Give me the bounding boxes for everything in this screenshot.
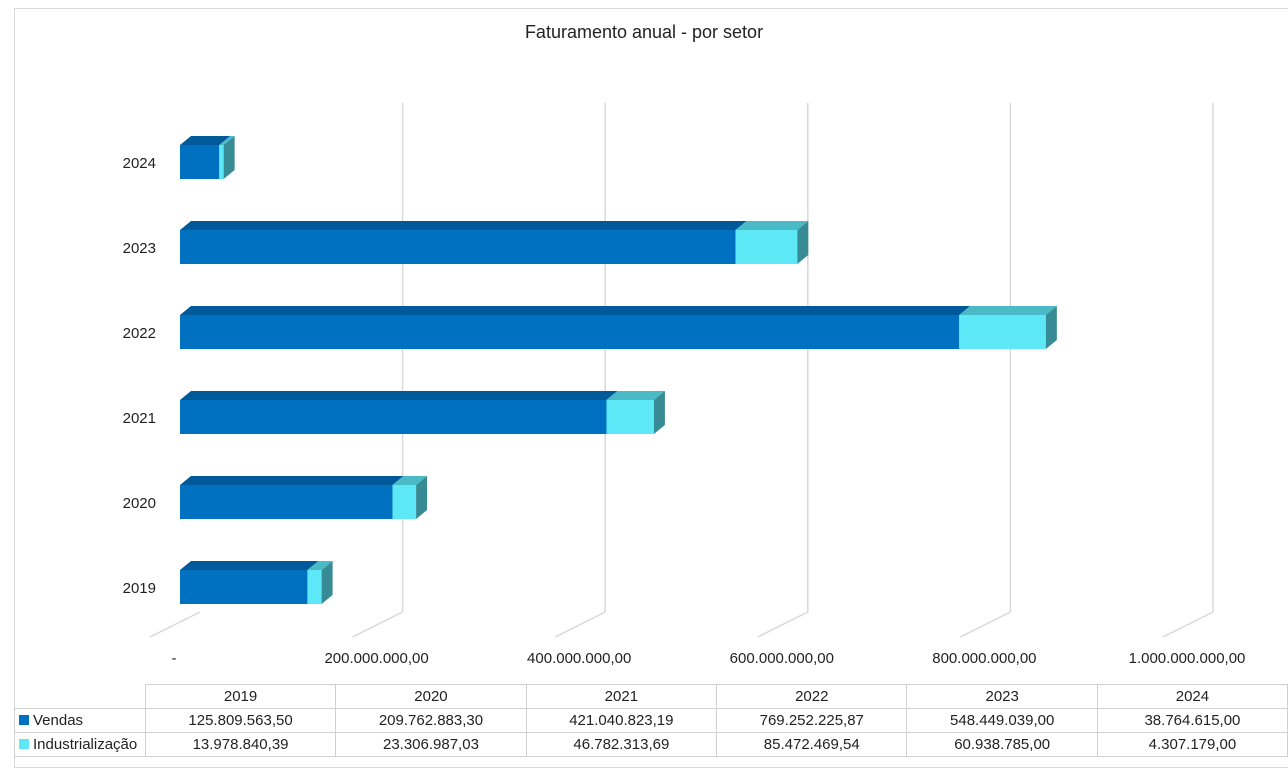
data-table: 2019 2020 2021 2022 2023 2024 Vendas 125… <box>14 684 1288 757</box>
table-cell: 60.938.785,00 <box>906 732 1098 757</box>
table-header-2019: 2019 <box>144 684 337 709</box>
bar-vendas <box>180 230 736 264</box>
bar-vendas <box>180 570 308 604</box>
x-tick-label: 200.000.000,00 <box>324 650 428 667</box>
y-tick-label: 2022 <box>123 325 156 342</box>
table-cell: 769.252.225,87 <box>716 708 908 733</box>
x-tick-label: 400.000.000,00 <box>527 650 631 667</box>
table-cell: 125.809.563,50 <box>144 708 337 733</box>
y-tick-label: 2021 <box>123 410 156 427</box>
bar-side-industrializacao <box>797 221 809 264</box>
bar-top-industrializacao <box>392 476 428 485</box>
chart-frame <box>14 8 1288 768</box>
legend-industrializacao: Industrialização <box>14 732 146 757</box>
gridline-floor <box>960 611 1011 638</box>
bar-top-vendas <box>180 391 618 400</box>
table-row-vendas: Vendas 125.809.563,50 209.762.883,30 421… <box>14 708 1288 733</box>
bar-vendas <box>180 485 393 519</box>
bar-top-industrializacao <box>606 391 665 400</box>
gridline-floor <box>149 611 201 638</box>
bar-top-vendas <box>180 306 971 315</box>
bar-industrializacao <box>735 230 798 264</box>
table-header-2020: 2020 <box>335 684 527 709</box>
bar-side-industrializacao <box>321 561 333 604</box>
legend-vendas: Vendas <box>14 708 146 733</box>
bar-chart: - 200.000.000,00 400.000.000,00 600.000.000… <box>123 103 1246 667</box>
table-header-row: 2019 2020 2021 2022 2023 2024 <box>14 684 1288 709</box>
table-cell: 4.307.179,00 <box>1096 732 1288 757</box>
y-tick-label: 2019 <box>123 580 156 597</box>
bar-side-industrializacao <box>653 391 665 434</box>
x-tick-label: 1.000.000.000,00 <box>1129 650 1246 667</box>
bar-side-industrializacao <box>1045 306 1057 349</box>
table-cell: 85.472.469,54 <box>716 732 908 757</box>
bar-vendas <box>180 315 960 349</box>
y-tick-label: 2023 <box>123 240 156 257</box>
bar-vendas <box>180 145 220 179</box>
bar-top-industrializacao <box>219 136 235 145</box>
gridline-floor <box>352 611 403 638</box>
x-tick-label: 600.000.000,00 <box>730 650 834 667</box>
bar-industrializacao <box>219 145 224 179</box>
bar-top-vendas <box>180 221 747 230</box>
bar-top-vendas <box>180 476 404 485</box>
table-cell: 13.978.840,39 <box>144 732 337 757</box>
table-corner <box>14 684 146 709</box>
table-header-2021: 2021 <box>525 684 718 709</box>
bar-top-vendas <box>180 561 319 570</box>
table-header-2024: 2024 <box>1096 684 1288 709</box>
bar-side-industrializacao <box>416 476 428 519</box>
legend-label-vendas: Vendas <box>33 712 84 729</box>
bar-vendas <box>180 400 607 434</box>
bar-industrializacao <box>392 485 417 519</box>
x-tick-label: 800.000.000,00 <box>932 650 1036 667</box>
table-row-industrializacao: Industrialização 13.978.840,39 23.306.98… <box>14 732 1288 757</box>
bar-side-industrializacao <box>223 136 235 179</box>
legend-key-vendas <box>19 715 29 726</box>
table-cell: 23.306.987,03 <box>335 732 527 757</box>
table-header-2023: 2023 <box>906 684 1098 709</box>
table-cell: 548.449.039,00 <box>906 708 1098 733</box>
table-cell: 46.782.313,69 <box>525 732 718 757</box>
x-tick-label: - <box>172 650 177 667</box>
table-cell: 209.762.883,30 <box>335 708 527 733</box>
bar-industrializacao <box>606 400 654 434</box>
gridline-floor <box>1162 611 1214 638</box>
legend-key-industrializacao <box>19 739 29 750</box>
bar-top-industrializacao <box>959 306 1057 315</box>
bar-industrializacao <box>307 570 322 604</box>
gridline-floor <box>757 611 809 638</box>
legend-label-industrializacao: Industrialização <box>33 736 138 753</box>
bar-top-vendas <box>180 136 231 145</box>
table-cell: 421.040.823,19 <box>525 708 718 733</box>
y-tick-label: 2024 <box>123 155 156 172</box>
table-cell: 38.764.615,00 <box>1096 708 1288 733</box>
bar-top-industrializacao <box>735 221 809 230</box>
bar-industrializacao <box>959 315 1046 349</box>
y-tick-label: 2020 <box>123 495 156 512</box>
chart-title: Faturamento anual - por setor <box>524 22 764 42</box>
bar-top-industrializacao <box>307 561 333 570</box>
table-header-2022: 2022 <box>716 684 908 709</box>
gridline-floor <box>554 611 606 638</box>
